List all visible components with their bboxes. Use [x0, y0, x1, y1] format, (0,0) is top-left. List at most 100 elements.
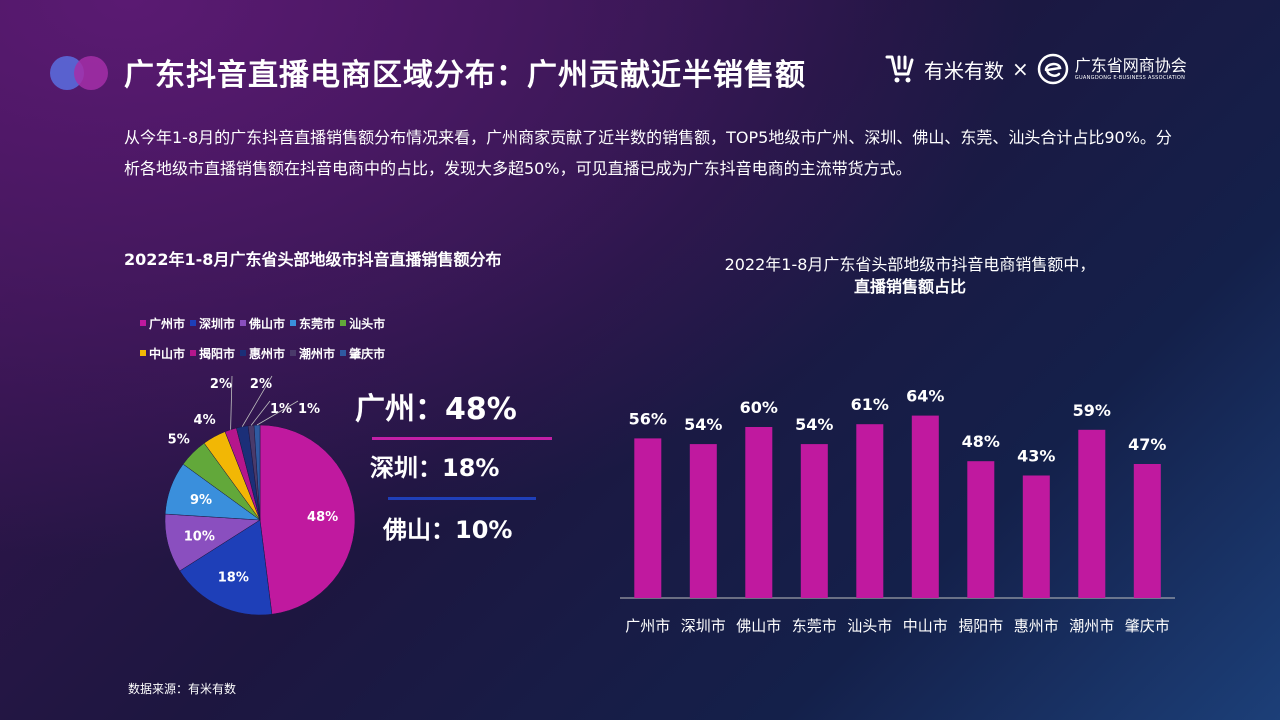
association-logo-icon [1037, 53, 1069, 85]
highlight-shenzhen: 深圳：18% [370, 454, 500, 482]
legend-label: 潮州市 [299, 346, 336, 361]
pie-leader-line [250, 400, 271, 426]
x-tick-label: 中山市 [903, 617, 948, 635]
legend-row: 广州市 深圳市 佛山市 东莞市 汕头市 [140, 308, 440, 338]
pie-chart: 48% 18% 10% 9% 5% 4% 2% 2% 1% 1% [164, 375, 356, 616]
pie-data-label: 1% [270, 402, 292, 417]
x-tick-label: 惠州市 [1014, 617, 1059, 635]
highlight-guangzhou: 广州：48% [355, 392, 517, 427]
legend-label: 深圳市 [199, 316, 236, 331]
pie-slice [259, 424, 356, 615]
youmi-logo-icon [885, 55, 914, 83]
bar [1078, 429, 1106, 598]
pie-data-label: 18% [218, 571, 249, 586]
bar-data-label: 43% [1017, 447, 1055, 466]
legend-swatch [140, 320, 146, 326]
legend-item: 东莞市 [290, 315, 335, 332]
legend-label: 广州市 [149, 316, 186, 331]
bar-data-label: 60% [740, 398, 778, 417]
bar [911, 415, 939, 598]
pie-data-label: 10% [184, 530, 215, 545]
legend-label: 肇庆市 [349, 346, 386, 361]
legend-swatch [240, 350, 247, 356]
legend-item: 汕头市 [340, 315, 385, 332]
bar-data-label: 64% [906, 387, 944, 406]
legend-item: 广州市 [140, 315, 185, 332]
pie-data-label: 48% [307, 510, 338, 525]
data-source-note: 数据来源：有米有数 [128, 682, 237, 696]
pie-leader-line [241, 375, 273, 427]
pie-data-label: 1% [298, 402, 320, 417]
logo-area: 有米有数 × 广东省网商协会 GUANGDONG E-BUSINESS ASSO… [884, 52, 1187, 86]
youmi-logo-text: 有米有数 [924, 58, 1004, 83]
pie-leader-line [230, 375, 233, 430]
x-tick-label: 汕头市 [847, 617, 892, 635]
bar [856, 424, 884, 598]
x-tick-label: 广州市 [625, 617, 670, 635]
legend-item: 潮州市 [290, 345, 335, 362]
legend-swatch [240, 320, 247, 326]
legend-swatch [340, 350, 347, 356]
legend-swatch [190, 320, 197, 326]
legend-swatch [290, 320, 297, 326]
bar-data-label: 54% [795, 415, 833, 434]
pie-data-label: 9% [190, 493, 212, 508]
x-tick-label: 揭阳市 [958, 617, 1003, 635]
bar-chart-title-line2: 直播销售额占比 [853, 277, 966, 296]
legend-swatch [190, 350, 197, 356]
bar [967, 461, 995, 598]
bar [800, 444, 828, 598]
legend-item: 肇庆市 [340, 345, 385, 362]
logo-separator: × [1012, 57, 1029, 81]
x-tick-label: 潮州市 [1069, 617, 1114, 635]
legend-swatch [340, 320, 347, 326]
bar-chart: 56% 广州市 54% 深圳市 60% 佛山市 54% 东莞市 61% 汕头市 64% 中山市 48% 揭… [620, 387, 1175, 635]
legend-item: 揭阳市 [190, 345, 235, 362]
pie-data-label: 4% [194, 413, 216, 428]
pie-leader-line [256, 400, 299, 426]
bar [1022, 475, 1050, 598]
pie-data-label: 2% [210, 377, 232, 392]
legend-label: 揭阳市 [199, 346, 236, 361]
legend-label: 中山市 [149, 346, 186, 361]
legend-label: 佛山市 [249, 316, 286, 331]
pie-slice [179, 519, 273, 616]
legend-swatch [290, 350, 297, 356]
bar-data-label: 59% [1073, 401, 1111, 420]
association-logo-text: 广东省网商协会 [1074, 55, 1187, 75]
highlight-shenzhen-underline [388, 497, 536, 500]
association-logo-subtext: GUANGDONG E-BUSINESS ASSOCIATION [1074, 74, 1186, 81]
page-title: 广东抖音直播电商区域分布：广州贡献近半销售额 [124, 58, 806, 93]
bar [1133, 464, 1161, 598]
x-tick-label: 东莞市 [792, 617, 837, 635]
pie-data-label: 5% [168, 433, 190, 448]
pie-data-label: 2% [250, 377, 272, 392]
bar [745, 427, 773, 598]
legend-label: 汕头市 [349, 316, 386, 331]
bar-data-label: 48% [962, 432, 1000, 451]
legend-item: 中山市 [140, 345, 185, 362]
bar-chart-title-line1: 2022年1-8月广东省头部地级市抖音电商销售额中， [724, 255, 1096, 274]
legend-item: 惠州市 [240, 345, 285, 362]
legend-row: 中山市 揭阳市 惠州市 潮州市 肇庆市 [140, 338, 440, 368]
bar-data-label: 54% [684, 415, 722, 434]
intro-paragraph: 从今年1-8月的广东抖音直播销售额分布情况来看，广州商家贡献了近半数的销售额，T… [124, 128, 1172, 178]
title-decoration [50, 56, 112, 90]
legend-label: 惠州市 [249, 346, 286, 361]
x-tick-label: 肇庆市 [1125, 617, 1170, 635]
x-tick-label: 深圳市 [681, 617, 726, 635]
bar [634, 438, 662, 598]
legend-item: 佛山市 [240, 315, 285, 332]
bar-data-label: 61% [851, 395, 889, 414]
bar-data-label: 56% [629, 409, 667, 428]
legend-swatch [140, 350, 146, 356]
bar-chart-title: 2022年1-8月广东省头部地级市抖音电商销售额中， 直播销售额占比 [640, 254, 1180, 298]
legend-label: 东莞市 [299, 316, 336, 331]
pie-legend: 广州市 深圳市 佛山市 东莞市 汕头市 中山市 揭阳市 惠州市 潮州市 肇庆市 [140, 308, 440, 368]
highlight-guangzhou-underline [372, 437, 552, 440]
highlight-foshan: 佛山：10% [383, 516, 513, 544]
bar [689, 444, 717, 598]
pie-chart-title: 2022年1-8月广东省头部地级市抖音直播销售额分布 [124, 250, 502, 269]
pie-slice [253, 424, 261, 521]
x-tick-label: 佛山市 [736, 617, 781, 635]
